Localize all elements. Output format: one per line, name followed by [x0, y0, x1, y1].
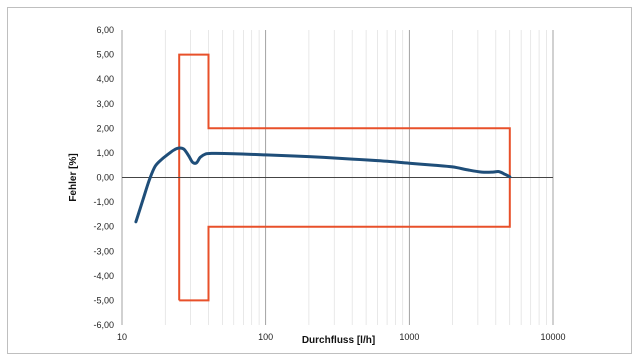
x-tick-label: 10	[117, 332, 127, 342]
y-tick-label: 2,00	[96, 123, 114, 133]
y-tick-label: -4,00	[93, 271, 114, 281]
chart-frame	[7, 7, 632, 354]
y-tick-label: -3,00	[93, 246, 114, 256]
x-tick-label: 10000	[540, 332, 565, 342]
error-limit-polygon	[178, 53, 511, 302]
y-tick-label: -5,00	[93, 295, 114, 305]
error-curve	[134, 146, 512, 224]
x-axis-title: Durchfluss [l/h]	[302, 335, 375, 346]
y-tick-label: -6,00	[93, 320, 114, 330]
y-tick-label: 0,00	[96, 173, 114, 183]
y-tick-label: -2,00	[93, 222, 114, 232]
y-axis-title: Fehler [%]	[68, 153, 79, 201]
x-tick-label: 1000	[399, 332, 419, 342]
y-tick-label: 3,00	[96, 99, 114, 109]
y-tick-label: 5,00	[96, 50, 114, 60]
y-tick-label: -1,00	[93, 197, 114, 207]
x-tick-labels: 10 100 1000 10000	[117, 332, 566, 342]
y-tick-label: 4,00	[96, 74, 114, 84]
x-tick-label: 100	[258, 332, 273, 342]
y-tick-labels: 6,00 5,00 4,00 3,00 2,00 1,00 0,00 -1,00 -2,00 -3…	[93, 25, 114, 330]
y-tick-label: 1,00	[96, 148, 114, 158]
y-tick-label: 6,00	[96, 25, 114, 35]
